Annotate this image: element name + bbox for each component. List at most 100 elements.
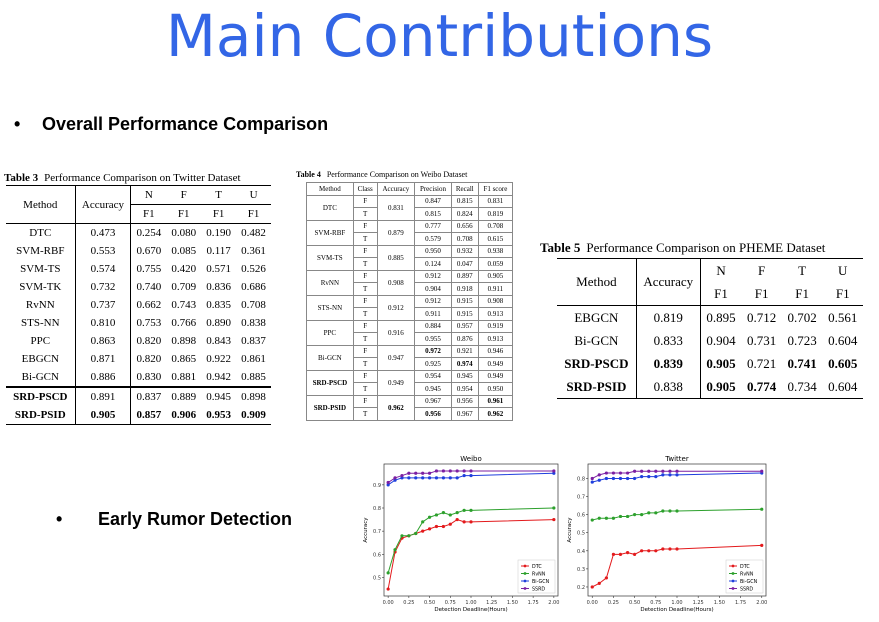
table4-value-cell: 0.955: [414, 332, 452, 346]
table3-method-cell: SVM-RBF: [6, 242, 76, 260]
table3-value-cell: 0.865: [171, 353, 197, 365]
table4-row: SVM-RBF F 0.879 0.777 0.656 0.708: [306, 219, 514, 246]
table4-header-recall: Recall: [450, 182, 479, 196]
table4-value-cell: 0.961: [477, 394, 514, 408]
data-point-dtc: [462, 520, 466, 524]
table4-method-cell: STS-NN: [306, 294, 354, 321]
table3-method-cell: SRD-PSCD: [6, 386, 76, 406]
table3-value-cell: 0.080: [171, 227, 197, 239]
data-point-bi-gcn: [618, 476, 623, 481]
data-point-bi-gcn: [427, 476, 432, 480]
table4-value-cell: 0.911: [414, 307, 452, 321]
table3-value-cell: 0.830: [136, 371, 162, 383]
table4-class-cell: F: [352, 394, 378, 408]
table3-value-cell: 0.708: [241, 299, 266, 311]
table3-row: RvNN 0.737 0.662 0.743 0.835 0.708: [6, 296, 271, 314]
data-point-dtc: [647, 549, 651, 553]
table4-value-cell: 0.777: [414, 219, 452, 233]
data-point-rvnn: [604, 516, 608, 520]
table3-value-cell: 0.810: [75, 314, 132, 332]
x-tick-label: 2.00: [548, 600, 559, 606]
data-point-dtc: [633, 552, 637, 557]
table3-value-cell: 0.945: [201, 386, 237, 406]
table3-value-cell: 0.835: [206, 299, 231, 311]
table4-accuracy-cell: 0.908: [376, 269, 416, 296]
table3-row: STS-NN 0.810 0.753 0.766 0.890 0.838: [6, 314, 271, 332]
table5-row: SRD-PSCD 0.839 0.905 0.721 0.741 0.605: [557, 352, 863, 375]
table3-value-cell: 0.906: [166, 406, 202, 425]
data-point-dtc: [654, 549, 658, 553]
table4-class-cell: F: [352, 194, 378, 208]
data-point-bi-gcn: [421, 476, 425, 480]
x-tick-label: 1.00: [465, 600, 476, 606]
table3-row: SVM-TK 0.732 0.740 0.709 0.836 0.686: [6, 278, 271, 296]
table4-class-cell: F: [352, 244, 378, 258]
table3-header-method: Method: [6, 185, 76, 224]
data-point-ssrd: [448, 469, 452, 473]
table4-value-cell: 0.819: [477, 207, 514, 221]
table4-method-cell: SRD-PSID: [306, 394, 354, 421]
table3-value-cell: 0.526: [241, 263, 266, 275]
data-point-ssrd: [400, 473, 404, 478]
table3-value-cell: 0.905: [75, 406, 132, 425]
table3-value-cell: 0.662: [136, 299, 162, 311]
data-point-bi-gcn: [448, 476, 452, 480]
data-point-bi-gcn: [633, 476, 637, 481]
table3-value-cell: 0.942: [206, 371, 231, 383]
legend-label: SSRD: [532, 586, 545, 592]
y-tick-label: 0.9: [373, 483, 381, 489]
data-point-dtc: [618, 552, 623, 557]
x-tick-label: 1.75: [735, 600, 746, 606]
table5-caption: Table 5 Performance Comparison on PHEME D…: [540, 240, 825, 256]
table5-value-cell: 0.905: [706, 355, 736, 371]
table3-value-cell: 0.190: [206, 227, 231, 239]
x-tick-label: 0.25: [403, 600, 414, 606]
table4-header-precision: Precision: [414, 182, 452, 196]
table4-value-cell: 0.945: [414, 382, 452, 396]
x-tick-label: 0.75: [445, 600, 456, 606]
table3-value-cell: 0.420: [171, 263, 197, 275]
table4-accuracy-cell: 0.949: [376, 369, 416, 396]
table4-value-cell: 0.615: [477, 232, 514, 246]
table4-value-cell: 0.957: [450, 319, 479, 333]
table4-method-cell: PPC: [306, 319, 354, 346]
table4-caption-label: Table 4: [296, 170, 321, 179]
data-point-dtc: [448, 522, 452, 526]
data-point-ssrd: [421, 471, 425, 475]
table3-value-cell: 0.686: [241, 281, 266, 293]
legend-marker: [731, 564, 735, 568]
table4-value-cell: 0.950: [477, 382, 514, 396]
data-point-ssrd: [675, 469, 679, 473]
table5-pheme: Method Accuracy N F T U F1 F1 F1 F1 EBGC…: [557, 258, 863, 399]
data-point-bi-gcn: [441, 476, 446, 480]
data-point-ssrd: [625, 471, 630, 475]
table4-value-cell: 0.921: [450, 344, 479, 358]
table3-value-cell: 0.574: [75, 260, 132, 278]
table3-value-cell: 0.755: [136, 263, 162, 275]
table4-accuracy-cell: 0.947: [376, 344, 416, 371]
x-tick-label: 1.75: [528, 600, 539, 606]
bullet-dot: •: [14, 114, 21, 134]
x-tick-label: 0.50: [629, 600, 640, 606]
data-point-bi-gcn: [400, 476, 404, 480]
data-point-ssrd: [604, 471, 608, 475]
table4-value-cell: 0.956: [414, 407, 452, 421]
table4-value-cell: 0.967: [450, 407, 479, 421]
data-point-bi-gcn: [455, 476, 459, 480]
data-point-bi-gcn: [668, 473, 672, 477]
table5-value-cell: 0.561: [828, 309, 858, 325]
data-point-ssrd: [760, 469, 764, 473]
table5-value-cell: 0.741: [787, 355, 817, 371]
legend-marker: [731, 579, 735, 583]
data-point-rvnn: [654, 511, 658, 515]
table5-value-cell: 0.819: [636, 305, 701, 329]
table4-value-cell: 0.824: [450, 207, 479, 221]
data-point-ssrd: [393, 476, 397, 480]
data-point-ssrd: [427, 471, 432, 475]
table4-value-cell: 0.913: [477, 307, 514, 321]
table4-value-cell: 0.656: [450, 219, 479, 233]
table4-value-cell: 0.897: [450, 269, 479, 283]
data-point-ssrd: [434, 469, 439, 473]
data-point-ssrd: [640, 469, 644, 473]
table4-value-cell: 0.911: [477, 282, 514, 296]
